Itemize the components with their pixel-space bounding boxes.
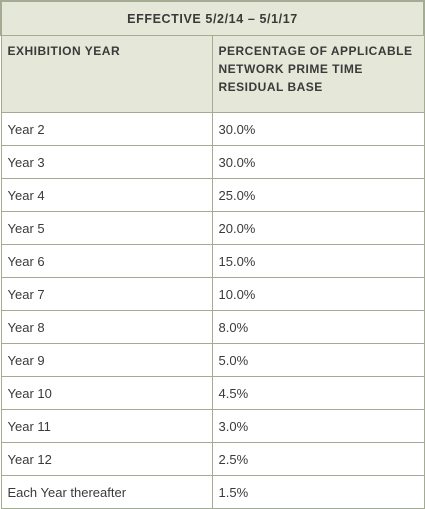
exhibition-year: Year 5 bbox=[0, 211, 213, 245]
table-row: Year 4 25.0% bbox=[0, 178, 425, 212]
table-row: Each Year thereafter 1.5% bbox=[0, 475, 425, 509]
exhibition-year: Year 6 bbox=[0, 244, 213, 278]
exhibition-year: Year 4 bbox=[0, 178, 213, 212]
percentage: 25.0% bbox=[211, 178, 425, 212]
table-row: Year 2 30.0% bbox=[0, 112, 425, 146]
table-row: Year 3 30.0% bbox=[0, 145, 425, 179]
exhibition-year: Year 8 bbox=[0, 310, 213, 344]
table-row: Year 9 5.0% bbox=[0, 343, 425, 377]
percentage: 4.5% bbox=[211, 376, 425, 410]
percentage: 10.0% bbox=[211, 277, 425, 311]
percentage: 2.5% bbox=[211, 442, 425, 476]
table-title: EFFECTIVE 5/2/14 – 5/1/17 bbox=[0, 0, 425, 36]
percentage: 1.5% bbox=[211, 475, 425, 509]
table-row: Year 7 10.0% bbox=[0, 277, 425, 311]
table-row: Year 11 3.0% bbox=[0, 409, 425, 443]
percentage: 20.0% bbox=[211, 211, 425, 245]
percentage: 30.0% bbox=[211, 145, 425, 179]
table-row: Year 10 4.5% bbox=[0, 376, 425, 410]
title-row: EFFECTIVE 5/2/14 – 5/1/17 bbox=[0, 0, 425, 36]
table-row: Year 5 20.0% bbox=[0, 211, 425, 245]
table-row: Year 8 8.0% bbox=[0, 310, 425, 344]
exhibition-year: Year 2 bbox=[0, 112, 213, 146]
column-header: EXHIBITION YEAR bbox=[0, 35, 213, 113]
exhibition-year: Year 12 bbox=[0, 442, 213, 476]
percentage: 30.0% bbox=[211, 112, 425, 146]
table-row: Year 6 15.0% bbox=[0, 244, 425, 278]
percentage: 5.0% bbox=[211, 343, 425, 377]
exhibition-year: Year 11 bbox=[0, 409, 213, 443]
exhibition-year: Year 7 bbox=[0, 277, 213, 311]
percentage: 3.0% bbox=[211, 409, 425, 443]
exhibition-year: Year 9 bbox=[0, 343, 213, 377]
exhibition-year: Each Year thereafter bbox=[0, 475, 213, 509]
exhibition-year: Year 10 bbox=[0, 376, 213, 410]
table-row: Year 12 2.5% bbox=[0, 442, 425, 476]
percentage: 15.0% bbox=[211, 244, 425, 278]
exhibition-year: Year 3 bbox=[0, 145, 213, 179]
percentage: 8.0% bbox=[211, 310, 425, 344]
column-header: PERCENTAGE OF APPLICABLE NETWORK PRIME T… bbox=[211, 35, 425, 113]
header-row: EXHIBITION YEAR PERCENTAGE OF APPLICABLE… bbox=[0, 35, 425, 113]
